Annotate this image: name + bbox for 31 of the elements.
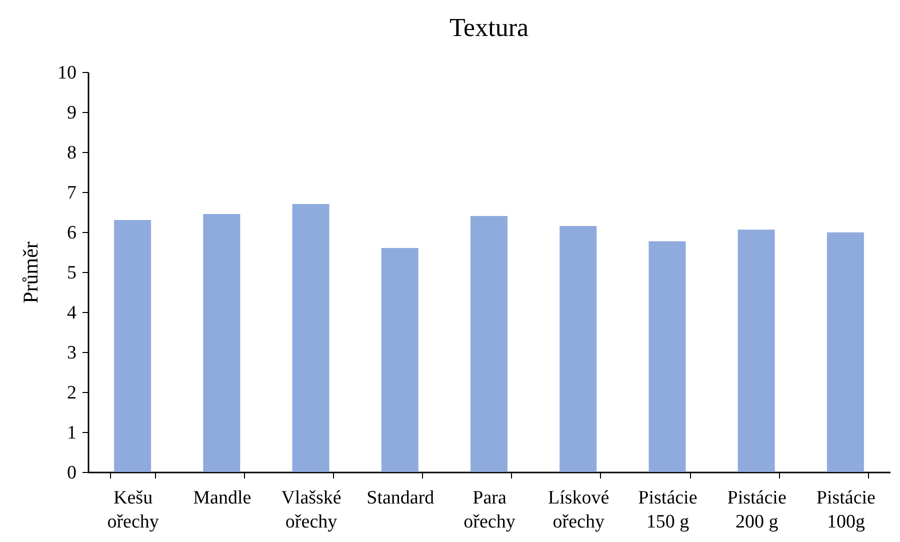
y-tick-label: 6 [67,222,76,244]
x-tick-label: Kešu ořechy [107,488,160,532]
bar [292,204,330,472]
x-tick-label: Para ořechy [464,488,516,532]
y-tick-label: 3 [67,342,76,364]
y-tick-label: 10 [58,62,76,84]
bar [470,216,508,472]
y-axis-title: Průměr [18,242,42,304]
x-tick-label: Mandle [193,488,252,508]
x-tick-label: Standard [366,488,435,508]
y-tick-label: 8 [67,142,76,164]
x-tick-label: Pistácie 150 g [638,488,698,532]
y-tick-label: 7 [67,182,76,204]
y-tick-label: 2 [67,382,76,404]
x-tick-label: Vlašské ořechy [281,488,342,532]
y-tick-label: 4 [67,302,77,324]
bar [114,220,152,472]
bar [826,232,864,472]
bar [203,214,240,472]
x-tick-label: Pistácie 200 g [727,488,786,532]
y-tick-label: 5 [67,262,76,284]
x-tick-label: Pistácie 100g [816,488,876,532]
bar [560,226,597,472]
bar [738,230,775,472]
bar [381,248,418,472]
y-tick-label: 1 [67,422,76,444]
chart-title: Textura [449,13,529,42]
y-tick-label: 9 [67,102,76,124]
bar [648,241,686,472]
x-tick-label: Lískové ořechy [548,488,610,532]
y-tick-label: 0 [67,462,76,484]
